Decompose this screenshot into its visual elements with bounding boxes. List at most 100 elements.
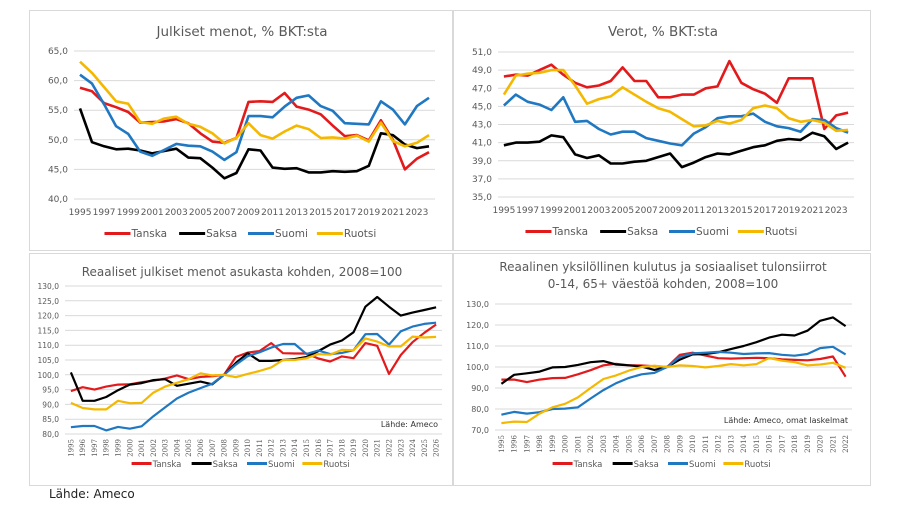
legend-item-saksa: Saksa [600,226,658,238]
source-note: Lähde: Ameco [381,420,438,429]
x-tick-label: 2006 [197,438,205,456]
x-tick-label: 1998 [103,439,111,457]
legend-label: Saksa [213,460,238,470]
y-tick-label: 110,0 [466,342,489,351]
x-tick-label: 2001 [564,206,587,216]
y-tick-label: 70,0 [471,426,489,435]
x-tick-label: 2010 [689,435,697,453]
x-tick-label: 2017 [333,208,356,218]
legend-item-suomi: Suomi [248,228,308,240]
x-tick-label: 2015 [303,439,311,457]
y-tick-label: 90,0 [471,384,489,393]
x-tick-label: 2009 [232,439,240,457]
legend-item-tanska: Tanska [525,226,588,238]
x-tick-label: 2010 [244,439,252,457]
x-tick-label: 2015 [753,435,761,453]
legend-label: Suomi [689,460,716,470]
x-tick-label: 2019 [357,208,380,218]
x-tick-label: 2003 [165,208,188,218]
y-tick-label: 40,0 [48,195,68,205]
y-tick-label: 35,0 [472,193,492,203]
x-tick-label: 2011 [261,208,284,218]
x-tick-label: 2013 [279,439,287,457]
y-tick-label: 85,0 [42,415,59,424]
x-tick-label: 1999 [540,206,563,216]
legend-label: Suomi [696,226,729,238]
x-tick-label: 2021 [829,435,837,453]
x-tick-label: 2007 [651,435,659,453]
x-tick-label: 2011 [682,206,705,216]
x-tick-label: 2003 [587,206,610,216]
chart-card-real-consumption-transfers: Reaalinen yksilöllinen kulutus ja sosiaa… [453,253,871,486]
y-tick-label: 49,0 [472,66,492,76]
source-note: Lähde: Ameco, omat laskelmat [724,416,848,425]
x-tick-label: 2021 [801,206,824,216]
x-tick-label: 2018 [791,435,799,453]
x-tick-label: 2023 [397,439,405,457]
x-tick-label: 2013 [727,435,735,453]
x-tick-label: 1995 [69,208,92,218]
x-tick-label: 2003 [162,439,170,457]
x-tick-label: 2007 [213,208,236,218]
legend-label: Tanska [551,226,588,238]
legend-label: Suomi [268,460,295,470]
x-tick-label: 1998 [536,435,544,453]
x-tick-label: 2024 [409,438,417,456]
chart-taxes-pct-gdp: Verot, % BKT:sta 35,0 37,0 39,0 41,0 43,0 45,0… [472,24,854,238]
x-tick-label: 2023 [405,208,428,218]
series-line-ruotsi [70,335,437,411]
series-line-suomi [79,73,430,162]
y-tick-label: 60,0 [48,77,68,87]
x-tick-label: 2007 [635,206,658,216]
legend-label: Ruotsi [744,460,770,470]
y-tick-label: 45,0 [472,102,492,112]
chart-real-consumption-transfers: Reaalinen yksilöllinen kulutus ja sosiaa… [466,260,852,470]
legend-item-tanska: Tanska [131,460,181,470]
x-tick-label: 2002 [150,439,158,457]
x-tick-label: 2015 [309,208,332,218]
x-tick-label: 2001 [138,439,146,457]
y-tick-label: 41,0 [472,139,492,149]
x-tick-label: 1995 [498,435,506,453]
x-tick-label: 2009 [676,435,684,453]
legend-item-saksa: Saksa [191,460,238,470]
y-tick-label: 39,0 [472,157,492,167]
chart-card-real-spending-per-capita: Reaaliset julkiset menot asukasta kohden… [29,253,453,486]
chart-card-taxes: Verot, % BKT:sta 35,0 37,0 39,0 41,0 43,0 45,0… [453,10,871,251]
legend-label: Tanska [573,460,603,470]
x-tick-label: 2011 [702,435,710,453]
x-tick-label: 1999 [117,208,140,218]
legend-item-suomi: Suomi [669,226,729,238]
legend-item-ruotsi: Ruotsi [723,460,771,470]
x-tick-label: 2005 [625,435,633,453]
legend-label: Suomi [275,228,308,240]
chart-title: 0-14, 65+ väestöä kohden, 2008=100 [548,277,779,291]
x-tick-label: 2012 [268,439,276,457]
x-tick-label: 1997 [93,208,116,218]
legend-label: Saksa [627,226,658,238]
x-tick-label: 2005 [611,206,634,216]
legend-item-tanska: Tanska [552,460,603,470]
y-tick-label: 120,0 [38,312,60,321]
y-tick-label: 115,0 [38,326,60,335]
x-tick-label: 2008 [221,439,229,457]
chart-card-public-spending: Julkiset menot, % BKT:sta 40,0 45,0 50,0 55,… [29,10,453,251]
x-tick-label: 2021 [381,208,404,218]
x-tick-label: 2018 [338,439,346,457]
x-tick-label: 2019 [804,435,812,453]
x-tick-label: 1995 [67,439,75,457]
x-tick-label: 1995 [492,206,515,216]
x-tick-label: 2020 [362,439,370,457]
x-tick-label: 2014 [291,438,299,456]
legend-label: Saksa [206,228,237,240]
x-tick-label: 1997 [523,435,531,453]
y-tick-label: 95,0 [42,386,59,395]
x-tick-label: 2016 [315,438,323,456]
series-line-ruotsi [79,60,430,148]
x-tick-label: 2006 [638,434,646,452]
x-tick-label: 1999 [115,439,123,457]
chart-title: Julkiset menot, % BKT:sta [155,24,327,40]
x-tick-label: 1999 [549,435,557,453]
y-tick-label: 37,0 [472,175,492,185]
legend-label: Tanska [130,228,167,240]
